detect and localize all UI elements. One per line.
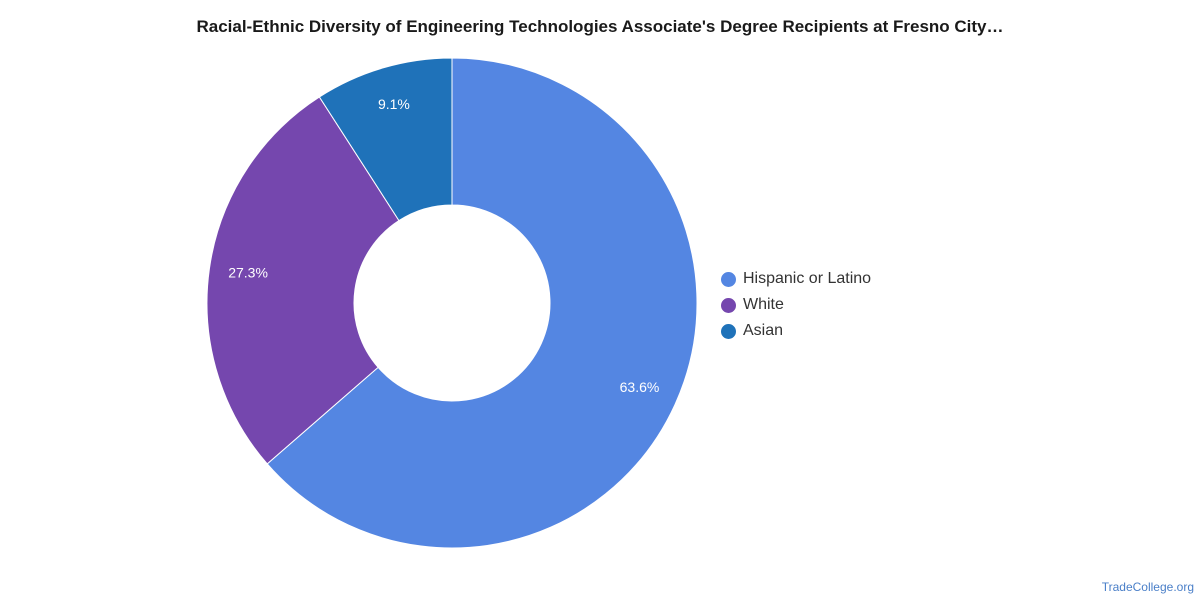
slice-label-white: 27.3% bbox=[228, 265, 268, 281]
legend-item-asian[interactable]: Asian bbox=[721, 318, 871, 344]
slice-hispanic-or-latino[interactable] bbox=[266, 57, 698, 549]
legend-swatch-asian bbox=[721, 323, 736, 339]
footer-brand-link[interactable]: TradeCollege.org bbox=[1101, 580, 1194, 594]
legend-label-asian: Asian bbox=[743, 322, 784, 339]
legend-item-hispanic-or-latino[interactable]: Hispanic or Latino bbox=[721, 266, 871, 292]
legend-item-white[interactable]: White bbox=[721, 292, 871, 318]
legend-label-hispanic-or-latino: Hispanic or Latino bbox=[743, 270, 872, 287]
legend-swatch-hispanic-or-latino bbox=[721, 271, 736, 287]
slice-asian[interactable] bbox=[318, 57, 453, 222]
legend-label-white: White bbox=[743, 296, 784, 313]
legend-swatch-white bbox=[721, 297, 736, 313]
slice-label-hispanic-or-latino: 63.6% bbox=[620, 379, 660, 395]
slice-white[interactable] bbox=[206, 96, 400, 465]
slice-label-asian: 9.1% bbox=[378, 96, 410, 112]
chart-title: Racial-Ethnic Diversity of Engineering T… bbox=[196, 17, 1004, 36]
chart-legend: Hispanic or Latino White Asian bbox=[721, 266, 871, 344]
